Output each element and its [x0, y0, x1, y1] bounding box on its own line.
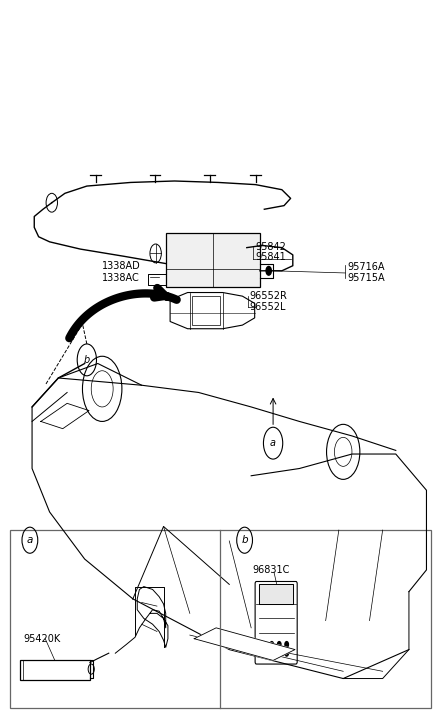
Text: 1338AD: 1338AD	[102, 262, 141, 271]
Polygon shape	[194, 628, 295, 660]
Bar	[166, 233, 260, 287]
Polygon shape	[259, 584, 293, 604]
Bar	[192, 296, 220, 325]
Bar	[10, 530, 431, 707]
Circle shape	[262, 642, 266, 648]
Circle shape	[277, 642, 281, 648]
Circle shape	[277, 650, 281, 656]
Text: 96552R: 96552R	[249, 291, 287, 301]
Circle shape	[285, 642, 288, 648]
Text: a: a	[27, 535, 33, 545]
Text: b: b	[241, 535, 248, 545]
Text: 95842: 95842	[255, 242, 287, 252]
Text: 96831C: 96831C	[252, 565, 289, 575]
Bar	[20, 659, 90, 680]
Text: 96552L: 96552L	[249, 302, 285, 312]
Text: 95841: 95841	[255, 252, 286, 262]
Text: a: a	[270, 438, 276, 448]
Circle shape	[285, 650, 288, 656]
Circle shape	[270, 650, 273, 656]
Text: 1338AC: 1338AC	[102, 273, 140, 283]
Text: 95715A: 95715A	[348, 273, 385, 283]
Circle shape	[270, 642, 273, 648]
Text: 95420K: 95420K	[23, 634, 60, 643]
Text: b: b	[84, 355, 90, 365]
Text: 95716A: 95716A	[348, 262, 385, 272]
Circle shape	[266, 267, 271, 275]
Circle shape	[262, 650, 266, 656]
